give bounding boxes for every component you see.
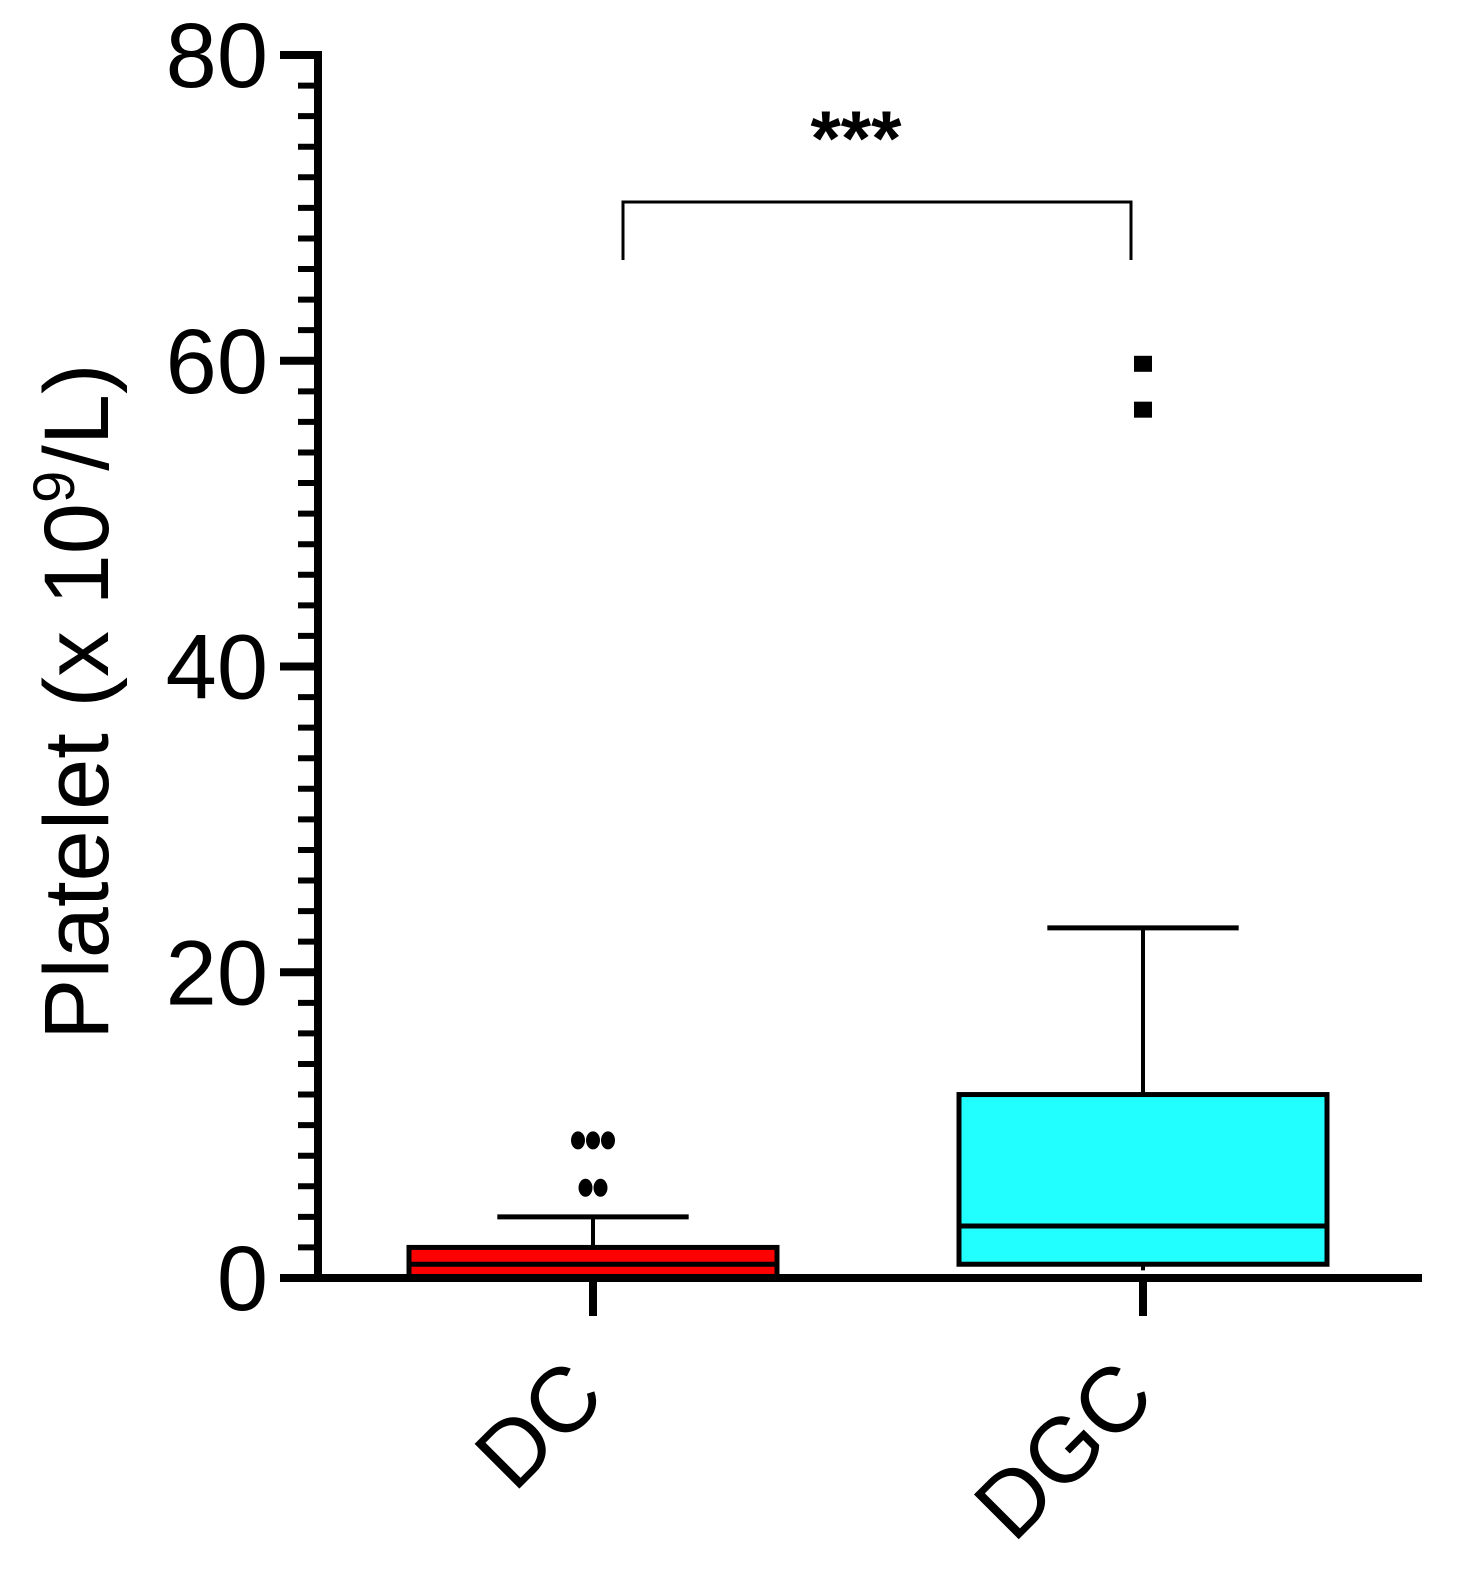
- y-tick-label: 20: [166, 922, 268, 1024]
- box-iqr: [956, 1092, 1330, 1267]
- x-axis: DC DGC: [314, 1274, 1422, 1559]
- y-axis-label: Platelet (x 109/L): [22, 363, 128, 1040]
- box-dc: [406, 1131, 780, 1279]
- outlier-point: [1134, 401, 1152, 418]
- y-axis-label-tail: /L): [26, 363, 128, 470]
- y-tick-label: 60: [166, 311, 268, 413]
- x-tick-label-dgc: DGC: [955, 1342, 1172, 1559]
- outlier-point: [578, 1178, 593, 1197]
- boxes: [406, 355, 1330, 1279]
- outlier-point: [571, 1131, 585, 1150]
- box-dgc: [956, 355, 1330, 1271]
- outlier-point: [1134, 355, 1152, 372]
- significance-stars: ***: [810, 94, 902, 182]
- outlier-point: [593, 1178, 608, 1197]
- y-tick-label: 40: [166, 617, 268, 719]
- x-tick-label-dc: DC: [456, 1342, 622, 1508]
- y-axis-label-main: Platelet (x 10: [26, 503, 128, 1040]
- y-tick-label: 80: [166, 5, 268, 107]
- y-axis-label-sup: 9: [22, 471, 87, 503]
- significance-bracket: ***: [621, 94, 1133, 260]
- y-tick-label: 0: [217, 1228, 268, 1330]
- y-axis: 0 20 40 60 80: [166, 5, 322, 1330]
- outlier-point: [601, 1131, 615, 1150]
- outlier-point: [586, 1131, 600, 1150]
- bracket-line: [621, 200, 1133, 260]
